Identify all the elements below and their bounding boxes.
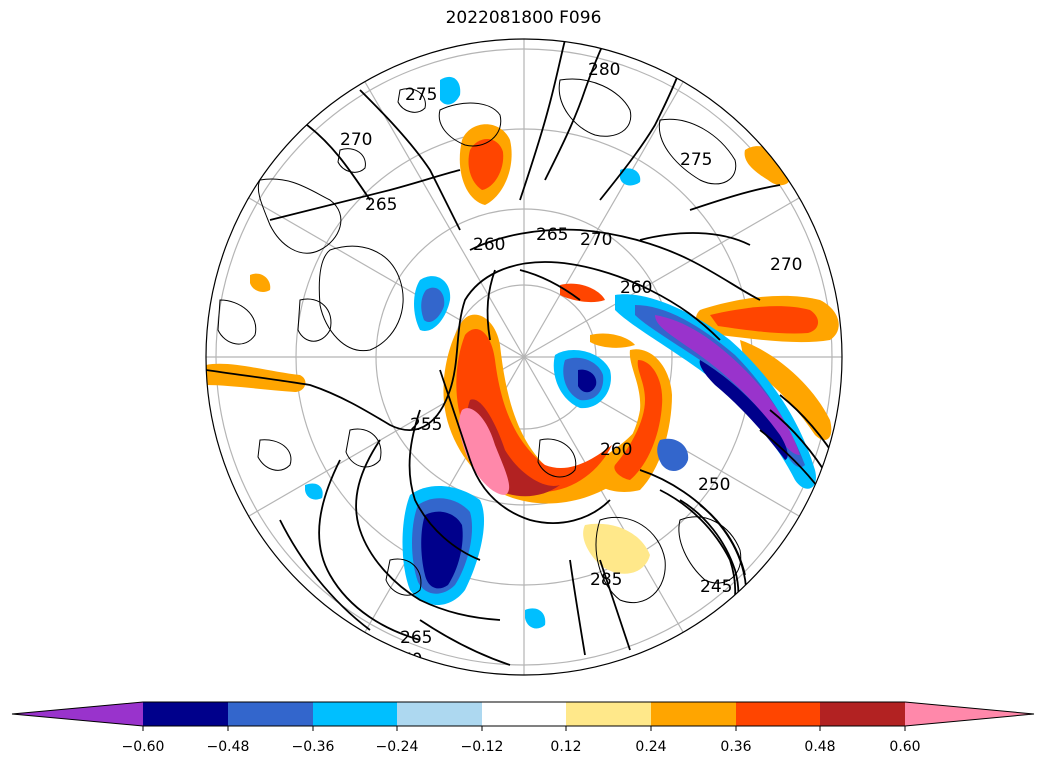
contour-label: 265 [400,628,432,648]
colorbar-segment [313,702,397,726]
contour-label: 270 [580,230,612,250]
colorbar-segment [482,702,566,726]
colorbar-extend-right [905,702,1034,726]
colorbar-ticks [143,726,905,731]
colorbar-segment [397,702,482,726]
contour-label: 245 [700,577,732,597]
colorbar-tick-label: 0.48 [804,739,835,755]
contour-label: 255 [410,415,442,435]
contour-label: 275 [405,85,437,105]
contour-label: 275 [680,150,712,170]
contour-label: 270 [340,130,372,150]
contour-label: 285 [590,570,622,590]
contour-label: 260 [620,278,652,298]
colorbar-segment [228,702,313,726]
colorbar-segment [651,702,736,726]
colorbar-segment [143,702,228,726]
polar-map: 275 270 265 260 265 270 260 275 280 255 … [0,0,1047,765]
colorbar-tick-label: 0.12 [550,739,581,755]
colorbar-tick-label: 0.60 [889,739,920,755]
colorbar-tick-label: −0.48 [207,739,250,755]
contour-label: 260 [473,235,505,255]
contour-label: 270 [770,255,802,275]
colorbar-tick-label: −0.12 [461,739,504,755]
colorbar-tick-label: −0.60 [122,739,165,755]
colorbar-tick-label: 0.36 [720,739,751,755]
contour-label: 250 [698,475,730,495]
colorbar-extend-left [12,702,143,726]
colorbar-segment [820,702,905,726]
contour-label: 265 [365,195,397,215]
colorbar-segment [736,702,820,726]
colorbar-segment [566,702,651,726]
colorbar: −0.60 −0.48 −0.36 −0.24 −0.12 0.12 0.24 … [12,702,1034,755]
contour-label: 260 [600,440,632,460]
contour-label: 265 [536,225,568,245]
colorbar-tick-label: 0.24 [635,739,666,755]
colorbar-tick-label: −0.24 [376,739,419,755]
colorbar-tick-label: −0.36 [292,739,335,755]
contour-label: 280 [588,60,620,80]
